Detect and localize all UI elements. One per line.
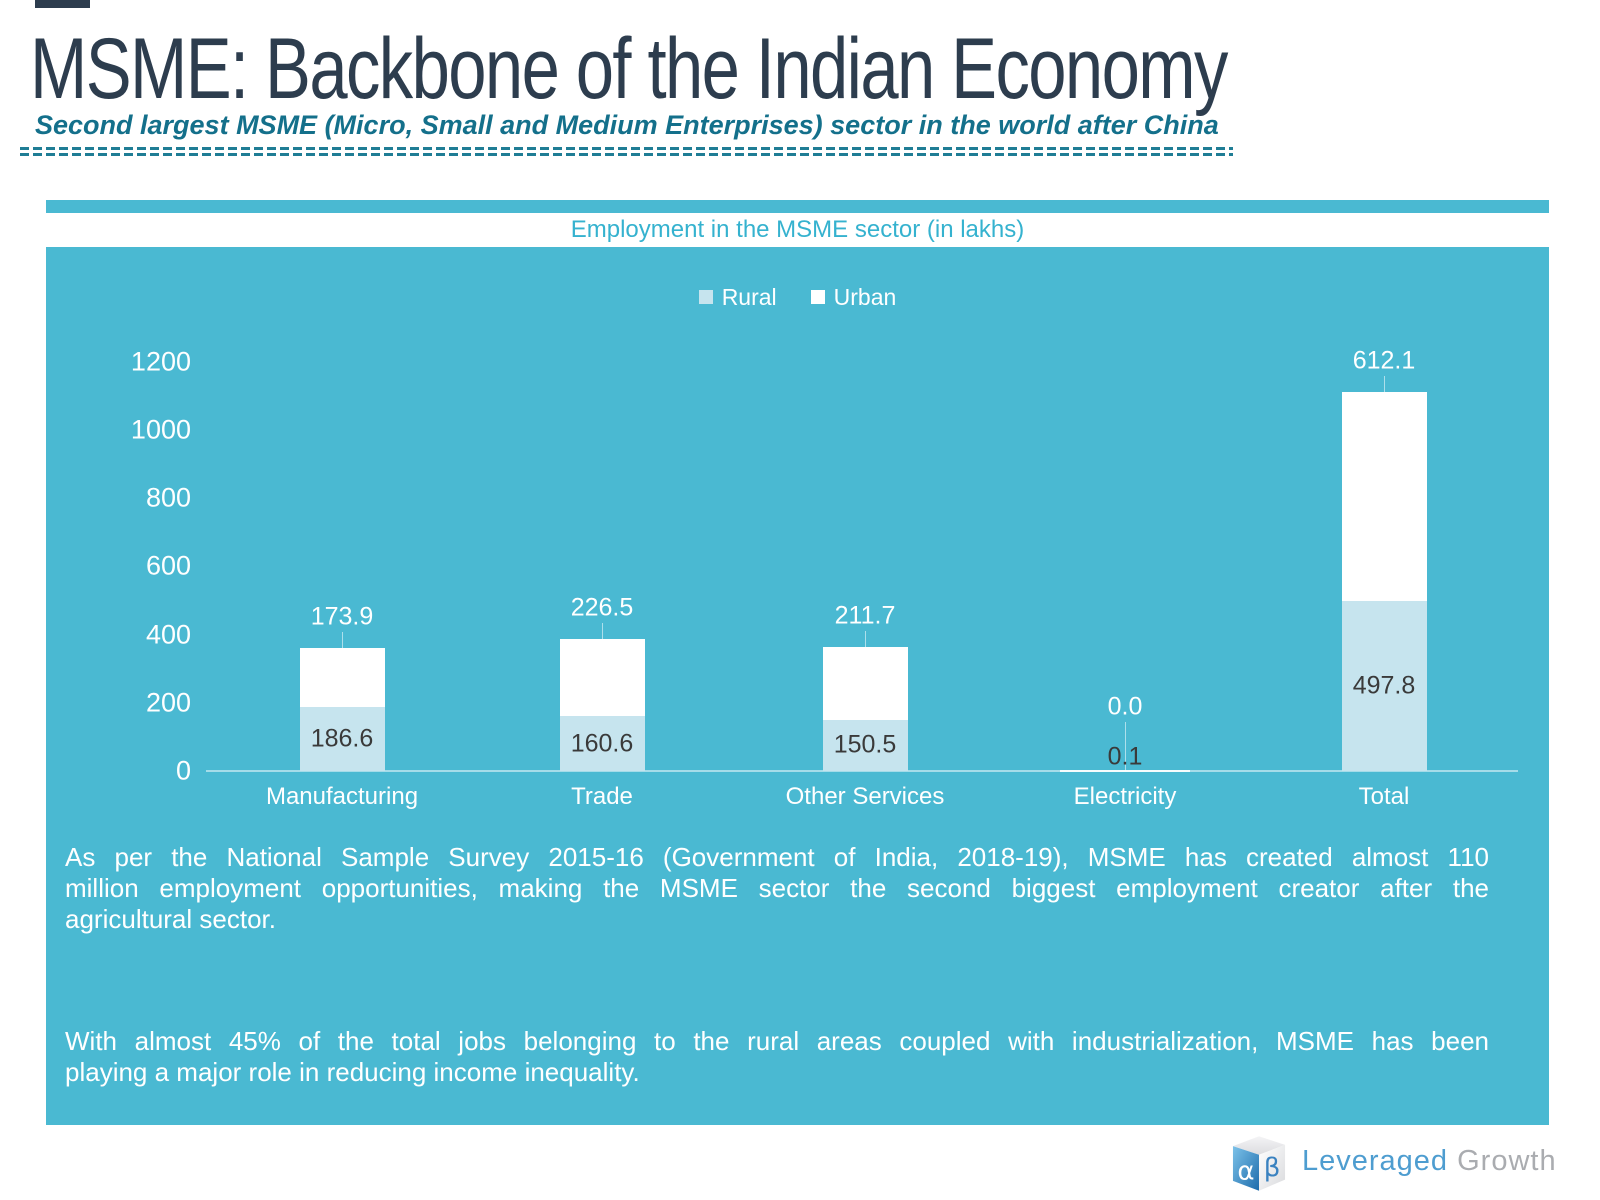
axis-highlight-electricity [1060,770,1190,772]
logo-cube-icon: α β [1232,1136,1286,1191]
body-line: As per the National Sample Survey 2015-1… [65,842,1489,872]
body-line: million employment opportunities, making… [65,873,1489,903]
category-label-electricity: Electricity [1073,783,1177,810]
cube-top-face [1232,1136,1286,1155]
value-label-electricity-rural: 0.1 [1107,742,1143,771]
y-axis-tick-200: 200 [145,687,191,718]
cube-right-face [1259,1144,1286,1191]
x-axis-line [206,770,1518,772]
bar-total-rural [1341,601,1427,771]
legend-swatch-rural [698,290,713,304]
logo-beta-glyph: β [1264,1153,1281,1183]
bar-total-urban [1341,392,1427,602]
leader-line-total [1384,376,1385,393]
bar-manufacturing-rural [299,707,385,771]
value-label-trade-rural: 160.6 [570,729,634,758]
legend-label-rural: Rural [721,283,777,310]
chart-legend: Rural Urban [46,283,1549,311]
brand-name: Leveraged Growth [1302,1145,1557,1178]
divider-band [46,200,1549,213]
category-label-trade: Trade [571,783,633,810]
page-title: MSME: Backbone of the Indian Economy [30,21,1228,117]
value-label-electricity-urban: 0.0 [1107,692,1143,721]
legend-swatch-urban [810,290,825,304]
body-text: As per the National Sample Survey 2015-1… [65,842,1489,1088]
category-label-other-services: Other Services [785,783,945,810]
legend-item-urban: Urban [810,283,897,311]
top-accent-bar [35,0,90,8]
y-axis-tick-1000: 1000 [130,414,191,445]
legend-item-rural: Rural [698,283,777,311]
chart-title: Employment in the MSME sector (in lakhs) [570,216,1025,243]
cube-left-face [1232,1146,1259,1191]
footer-logo: α β Leveraged Growth [1228,1130,1558,1192]
value-label-manufacturing-rural: 186.6 [310,724,374,753]
leader-line-other-services [865,631,866,648]
value-label-other-services-urban: 211.7 [834,601,896,630]
leader-line-electricity [1125,722,1126,771]
leader-line-manufacturing [342,631,343,648]
chart-area: 0 200 400 600 800 1000 1200 173.9 186.6 Manufactu… [46,247,1549,1125]
body-line: With almost 45% of the total jobs belong… [65,1026,1489,1056]
leader-line-trade [602,622,603,639]
brand-name-secondary: Growth [1457,1144,1557,1177]
bar-other-services-urban [822,647,908,720]
body-line: playing a major role in reducing income … [65,1057,640,1087]
y-axis-tick-800: 800 [145,482,191,513]
body-line: agricultural sector. [65,904,276,934]
body-paragraph-2: With almost 45% of the total jobs belong… [65,1026,1489,1088]
y-axis-tick-0: 0 [175,755,191,786]
value-label-other-services-rural: 150.5 [833,730,897,759]
value-label-manufacturing-urban: 173.9 [310,602,374,631]
y-axis-tick-1200: 1200 [130,346,191,377]
value-label-total-urban: 612.1 [1352,346,1416,375]
bar-other-services-rural [822,719,908,771]
paragraph-gap [65,935,1489,1026]
category-label-total: Total [1358,783,1410,810]
page-subtitle: Second largest MSME (Micro, Small and Me… [35,110,1219,140]
bar-trade-rural [559,716,645,771]
value-label-trade-urban: 226.5 [570,593,634,622]
chart-panel: Rural Urban 0 200 400 600 800 1000 1200 173.9 186… [46,247,1549,1125]
bar-trade-urban [559,638,645,717]
logo-alpha-glyph: α [1237,1157,1254,1187]
value-label-total-rural: 497.8 [1352,671,1416,700]
y-axis-tick-600: 600 [145,550,191,581]
y-axis-tick-400: 400 [145,619,191,650]
bar-manufacturing-urban [299,647,385,708]
body-paragraph-1: As per the National Sample Survey 2015-1… [65,842,1489,935]
brand-name-primary: Leveraged [1302,1144,1449,1177]
dashed-divider [20,147,1233,156]
legend-label-urban: Urban [833,283,897,310]
category-label-manufacturing: Manufacturing [265,783,419,810]
